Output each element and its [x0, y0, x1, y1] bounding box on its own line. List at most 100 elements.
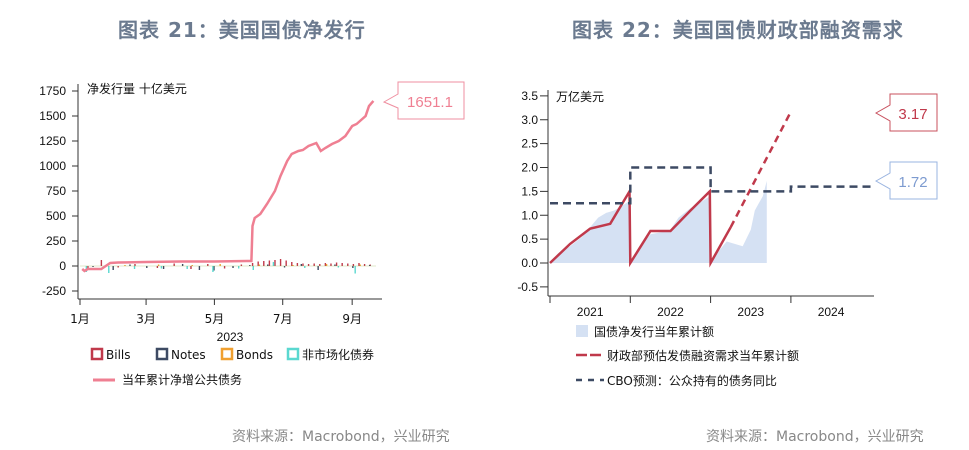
- legend-swatch: [155, 347, 169, 361]
- bar-Bonds: [157, 264, 160, 266]
- bar-Notes: [249, 265, 251, 266]
- y-tick-label: 1250: [39, 134, 66, 148]
- bar-Bonds: [325, 264, 328, 266]
- bar-Bills: [190, 266, 192, 269]
- x-tick-label: 2022: [657, 305, 684, 319]
- bar-非市场化债券: [354, 266, 356, 274]
- legend-swatch: [286, 347, 300, 361]
- bar-Bills: [274, 260, 276, 266]
- bar-Bills: [268, 260, 271, 266]
- bar-Bills: [347, 263, 349, 266]
- bar-Bills: [330, 263, 332, 266]
- bar-Notes: [317, 266, 319, 270]
- y-tick-label: 0.0: [521, 256, 538, 270]
- cumulative-line: [81, 100, 375, 273]
- y-tick-label: -0.5: [517, 280, 538, 294]
- x-tick-label: 1月: [70, 312, 90, 326]
- bar-非市场化债券: [186, 266, 188, 269]
- bar-Bills: [319, 264, 321, 266]
- y-tick-label: 0.5: [521, 232, 538, 246]
- bar-Bills: [324, 263, 327, 266]
- legend-label: 财政部预估发债融资需求当年累计额: [607, 348, 799, 363]
- right-chart-title: 图表 22：美国国债财政部融资需求: [572, 18, 904, 42]
- legend-label: CBO预测：公众持有的债务同比: [607, 373, 777, 388]
- x-tick-label: 3月: [136, 312, 156, 326]
- legend-label: 非市场化债券: [302, 347, 374, 362]
- bar-Bills: [223, 266, 226, 269]
- unit-label: 万亿美元: [556, 89, 604, 104]
- y-tick-label: 2.0: [521, 161, 538, 175]
- bar-Bonds: [191, 265, 193, 266]
- bar-Notes: [352, 266, 354, 268]
- callout-box: [382, 81, 465, 120]
- bar-Bills: [240, 264, 243, 266]
- bar-Bonds: [258, 264, 261, 266]
- y-tick-label: 1.5: [521, 184, 538, 198]
- y-tick-label: 500: [46, 209, 66, 223]
- bar-Bills: [363, 264, 366, 266]
- treasury-dashed-line: [729, 111, 793, 228]
- legend-swatch: [90, 347, 104, 361]
- bar-Notes: [334, 264, 336, 266]
- x-tick-label: 7月: [273, 312, 293, 326]
- bar-Notes: [368, 265, 371, 266]
- bar-Notes: [146, 266, 148, 268]
- bar-非市场化债券: [272, 262, 275, 266]
- x-axis-label: 2023: [217, 330, 244, 344]
- legend-label: 当年累计净增公共债务: [122, 372, 242, 387]
- bar-Bills: [296, 263, 299, 266]
- cbo-line: [550, 166, 876, 205]
- y-tick-label: 1000: [39, 159, 66, 173]
- bar-Bills: [257, 261, 259, 266]
- bar-Notes: [92, 266, 94, 267]
- bar-Notes: [198, 266, 201, 270]
- bar-非市场化债券: [252, 266, 254, 270]
- legend-label: Notes: [171, 348, 206, 362]
- bar-Bills: [352, 264, 355, 266]
- bar-非市场化债券: [238, 266, 240, 269]
- x-tick-label: 5月: [205, 312, 225, 326]
- y-tick-label: 3.0: [521, 113, 538, 127]
- bar-Bills: [307, 264, 310, 266]
- bar-Bills: [341, 263, 343, 266]
- bar-非市场化债券: [133, 266, 136, 269]
- bar-Bonds: [359, 264, 361, 266]
- cbo-callout-value: 1.72: [898, 174, 927, 191]
- bar-Notes: [162, 266, 165, 269]
- bar-Bills: [251, 263, 254, 266]
- y-tick-label: 1.0: [521, 208, 538, 222]
- bar-Notes: [129, 264, 131, 266]
- y-tick-label: 0: [59, 259, 66, 273]
- y-tick-label: 2.5: [521, 137, 538, 151]
- treasury-line: [549, 186, 732, 268]
- bar-Bonds: [124, 265, 126, 266]
- bar-非市场化债券: [304, 266, 306, 268]
- bar-Bills: [173, 263, 175, 266]
- bar-Bills: [291, 262, 293, 266]
- treasury-callout-box: [874, 93, 938, 132]
- bar-Bills: [279, 259, 282, 266]
- y-tick-label: -250: [42, 284, 66, 298]
- issuance-area: [550, 200, 630, 263]
- bar-Notes: [181, 264, 184, 266]
- y-tick-label: 1750: [39, 84, 66, 98]
- bar-Bills: [358, 263, 360, 266]
- bar-Notes: [283, 266, 286, 268]
- legend-swatch: [576, 325, 588, 337]
- bar-Notes: [232, 266, 234, 268]
- bar-Notes: [300, 264, 303, 266]
- y-tick-label: 750: [46, 184, 66, 198]
- callout-value: 1651.1: [407, 94, 453, 111]
- x-tick-label: 2024: [818, 305, 845, 319]
- bar-非市场化债券: [160, 266, 163, 269]
- bar-Bills: [134, 264, 136, 266]
- legend-label: 国债净发行当年累计额: [594, 324, 714, 339]
- bar-Bills: [100, 260, 103, 266]
- y-tick-label: 250: [46, 234, 66, 248]
- bar-Bonds: [292, 265, 294, 266]
- bar-Bills: [313, 263, 315, 266]
- unit-label: 净发行量 十亿美元: [87, 81, 187, 96]
- bar-Bills: [156, 266, 159, 268]
- legend-label: Bills: [106, 348, 131, 362]
- bar-Notes: [267, 264, 269, 266]
